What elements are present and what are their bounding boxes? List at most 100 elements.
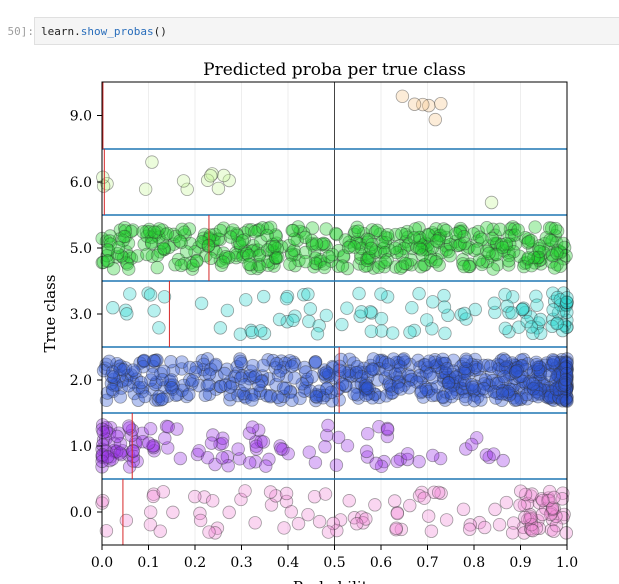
- data-point: [309, 388, 323, 402]
- data-point: [555, 368, 570, 382]
- data-point: [330, 383, 344, 397]
- data-point: [99, 393, 114, 407]
- data-point: [461, 363, 475, 378]
- data-point: [502, 382, 517, 397]
- data-point: [109, 377, 123, 392]
- data-point: [248, 369, 263, 383]
- data-point: [559, 380, 573, 394]
- data-point: [493, 358, 507, 373]
- data-point: [549, 371, 564, 385]
- data-point: [436, 373, 451, 388]
- data-point: [505, 228, 519, 243]
- data-point: [137, 354, 151, 368]
- data-point: [146, 439, 160, 453]
- data-point: [515, 358, 529, 373]
- data-point: [320, 381, 334, 396]
- data-point: [231, 442, 245, 456]
- data-point: [285, 393, 299, 407]
- data-point: [559, 297, 573, 312]
- data-point: [439, 513, 454, 527]
- data-point: [118, 221, 132, 235]
- data-point: [400, 452, 415, 467]
- data-point: [505, 306, 519, 320]
- data-point: [527, 364, 541, 379]
- data-point: [420, 361, 435, 375]
- data-point: [184, 377, 199, 391]
- data-point: [349, 380, 364, 394]
- data-point: [183, 373, 197, 387]
- data-point: [114, 447, 128, 462]
- data-point: [413, 375, 427, 389]
- data-point: [437, 288, 451, 303]
- data-point: [230, 227, 244, 241]
- data-point: [412, 221, 426, 235]
- data-point: [321, 418, 335, 433]
- data-point: [110, 356, 124, 371]
- data-point: [551, 369, 566, 383]
- data-point: [541, 389, 556, 403]
- code-cell[interactable]: learn.show_probas(): [34, 17, 619, 45]
- data-point: [529, 521, 544, 535]
- data-point: [358, 381, 372, 396]
- data-point: [190, 254, 204, 268]
- data-point: [295, 377, 309, 391]
- data-point: [412, 489, 427, 503]
- data-point: [107, 443, 121, 458]
- data-point: [362, 251, 377, 266]
- data-point: [411, 353, 425, 368]
- data-point: [222, 250, 236, 265]
- data-point: [277, 521, 291, 535]
- data-point: [126, 363, 140, 377]
- data-point: [269, 251, 283, 266]
- data-point: [298, 254, 313, 269]
- data-point: [138, 182, 153, 196]
- data-point: [260, 221, 275, 236]
- data-point: [466, 227, 481, 241]
- data-point: [539, 231, 554, 245]
- data-point: [495, 240, 510, 255]
- data-point: [455, 382, 470, 396]
- data-point: [530, 321, 544, 335]
- data-point: [494, 363, 509, 377]
- data-point: [163, 378, 177, 392]
- data-point: [456, 253, 470, 267]
- data-point: [435, 365, 449, 380]
- data-point: [145, 382, 159, 397]
- data-point: [347, 240, 362, 254]
- data-point: [397, 352, 411, 366]
- data-point: [449, 227, 463, 241]
- data-point: [103, 420, 118, 435]
- data-point: [429, 388, 443, 402]
- data-point: [290, 233, 305, 248]
- data-point: [524, 517, 539, 532]
- data-point: [480, 220, 494, 235]
- data-point: [508, 371, 522, 385]
- data-point: [313, 388, 327, 403]
- data-point: [300, 372, 315, 386]
- data-point: [119, 229, 133, 244]
- data-point: [465, 437, 479, 452]
- data-point: [357, 361, 371, 375]
- data-point: [313, 254, 328, 268]
- data-point: [445, 389, 459, 404]
- data-point: [534, 326, 548, 341]
- data-point: [476, 255, 490, 269]
- data-point: [319, 365, 334, 379]
- data-point: [463, 257, 477, 271]
- data-point: [228, 369, 242, 384]
- data-point: [415, 239, 430, 253]
- data-point: [333, 513, 348, 527]
- data-point: [527, 250, 541, 265]
- data-point: [545, 502, 560, 516]
- data-point: [233, 354, 248, 368]
- data-point: [544, 506, 559, 520]
- data-point: [161, 441, 175, 455]
- data-point: [488, 502, 502, 517]
- data-point: [555, 366, 570, 380]
- data-point: [317, 367, 331, 381]
- data-point: [516, 374, 530, 389]
- data-point: [329, 226, 343, 241]
- data-point: [200, 378, 214, 393]
- data-point: [500, 359, 514, 374]
- data-point: [143, 505, 158, 519]
